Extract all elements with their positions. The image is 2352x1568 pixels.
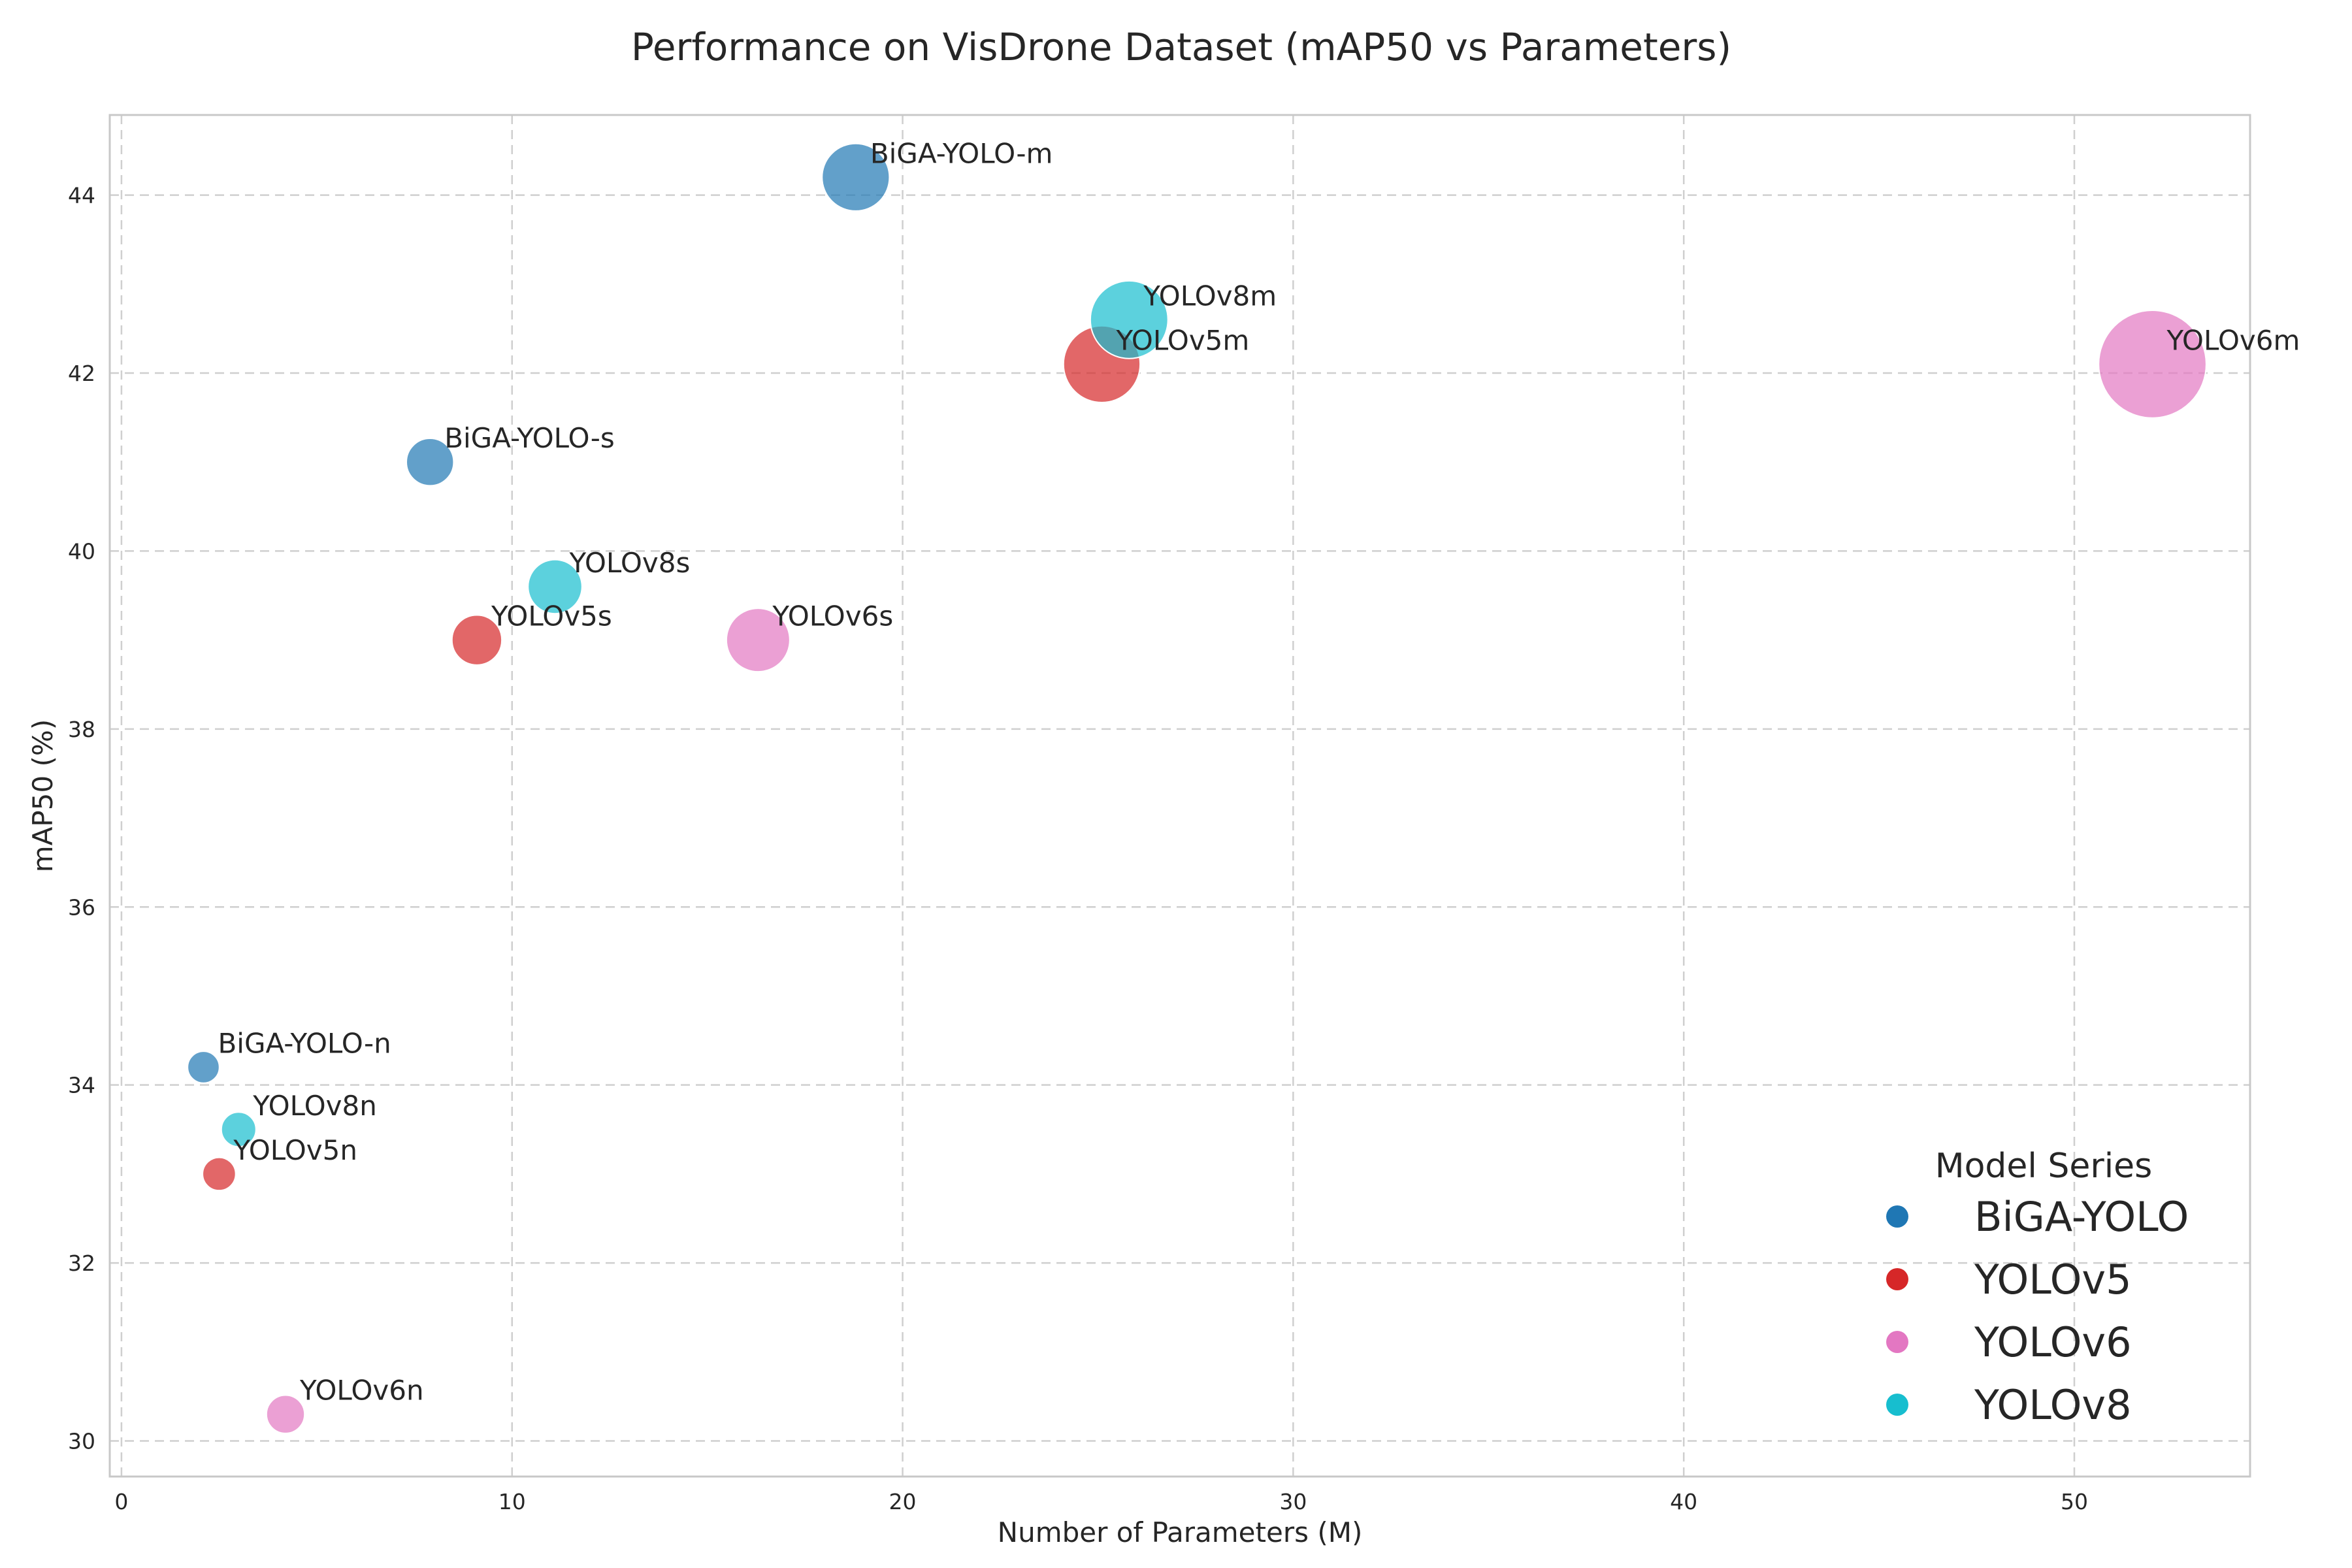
x-axis-label: Number of Parameters (M)	[998, 1516, 1363, 1548]
y-axis-ticks: 30 32 34 36 38 40 42 44	[68, 183, 95, 1454]
point-label: YOLOv6n	[299, 1375, 424, 1407]
y-tick-label: 30	[68, 1429, 95, 1454]
y-axis-label: mAP50 (%)	[27, 719, 59, 872]
legend-marker	[1886, 1268, 1908, 1290]
data-point	[202, 1156, 237, 1192]
data-point	[451, 614, 503, 666]
legend-label: YOLOv8	[1974, 1381, 2132, 1429]
grid-lines	[110, 115, 2250, 1477]
y-tick-label: 32	[68, 1250, 95, 1276]
point-label: BiGA-YOLO-s	[444, 422, 615, 454]
legend-marker	[1886, 1205, 1908, 1228]
legend-label: YOLOv6	[1974, 1318, 2132, 1366]
data-point	[187, 1051, 220, 1084]
legend-label: YOLOv5	[1974, 1256, 2132, 1303]
data-points	[187, 142, 2207, 1434]
y-tick-label: 44	[68, 183, 95, 208]
y-tick-label: 40	[68, 538, 95, 564]
legend-marker	[1886, 1331, 1908, 1353]
x-tick-label: 30	[1279, 1489, 1307, 1514]
point-label: YOLOv5m	[1115, 324, 1249, 356]
point-label: YOLOv5s	[491, 600, 612, 632]
plot-frame	[108, 114, 2251, 1478]
point-label: YOLOv6s	[772, 600, 893, 632]
chart-title: Performance on VisDrone Dataset (mAP50 v…	[631, 25, 1731, 69]
x-tick-label: 20	[889, 1489, 917, 1514]
point-label: YOLOv8n	[252, 1090, 377, 1122]
point-label: BiGA-YOLO-n	[218, 1027, 391, 1059]
data-point	[265, 1394, 306, 1434]
x-tick-label: 10	[498, 1489, 526, 1514]
point-labels: BiGA-YOLO-n BiGA-YOLO-s BiGA-YOLO-m YOLOv5n…	[218, 137, 2300, 1406]
y-tick-label: 34	[68, 1073, 95, 1098]
data-point	[725, 608, 791, 673]
x-axis-ticks: 0 10 20 30 40 50	[114, 1489, 2088, 1514]
point-label: YOLOv6m	[2166, 324, 2300, 356]
legend-marker	[1886, 1394, 1908, 1416]
point-label: YOLOv8m	[1143, 280, 1277, 312]
data-point	[2098, 310, 2207, 419]
data-point	[220, 1111, 257, 1148]
data-point	[527, 559, 583, 615]
x-tick-label: 50	[2061, 1489, 2088, 1514]
y-tick-label: 38	[68, 717, 95, 742]
legend-title: Model Series	[1935, 1147, 2153, 1186]
legend-label: BiGA-YOLO	[1974, 1193, 2189, 1241]
point-label: YOLOv8s	[569, 547, 691, 579]
x-tick-label: 0	[114, 1489, 128, 1514]
y-tick-label: 36	[68, 894, 95, 920]
point-label: BiGA-YOLO-m	[870, 137, 1053, 169]
data-point	[821, 142, 890, 212]
y-tick-label: 42	[68, 361, 95, 386]
legend: Model Series BiGA-YOLO YOLOv5 YOLOv6 YOLOv8	[1886, 1147, 2189, 1429]
data-point	[406, 438, 455, 487]
x-tick-label: 40	[1670, 1489, 1697, 1514]
data-point	[1089, 280, 1169, 359]
point-label: YOLOv5n	[233, 1134, 357, 1166]
